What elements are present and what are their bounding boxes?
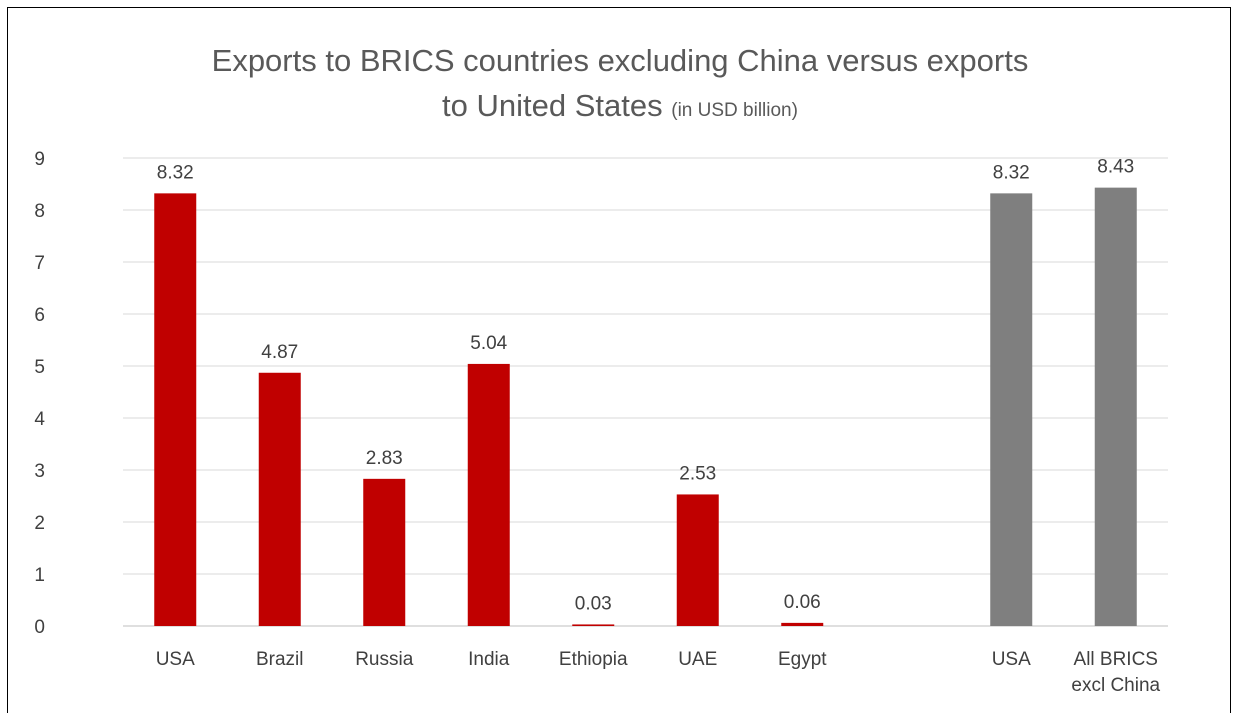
bar xyxy=(781,622,824,626)
data-label: 2.83 xyxy=(366,448,403,469)
data-label: 2.53 xyxy=(679,463,716,484)
y-tick-label: 8 xyxy=(34,201,45,222)
x-axis: USA Brazil Russia India Ethiopia UAE Egypt USA A… xyxy=(156,649,1161,696)
data-label: 8.43 xyxy=(1097,157,1134,178)
bar xyxy=(363,478,406,626)
y-tick-label: 2 xyxy=(34,513,45,534)
bar xyxy=(1094,187,1137,626)
x-tick-label: excl China xyxy=(1071,675,1160,696)
y-tick-label: 5 xyxy=(34,357,45,378)
data-label: 0.06 xyxy=(784,592,821,613)
x-tick-label: UAE xyxy=(678,649,717,670)
y-tick-label: 6 xyxy=(34,305,45,326)
x-tick-label: Brazil xyxy=(256,649,304,670)
data-label: 8.32 xyxy=(157,162,194,183)
bar xyxy=(676,494,719,626)
y-tick-label: 3 xyxy=(34,461,45,482)
chart-title-line1: Exports to BRICS countries excluding Chi… xyxy=(211,43,1029,78)
y-tick-label: 4 xyxy=(34,409,45,430)
bar xyxy=(990,193,1033,627)
value-labels: 8.32 4.87 2.83 5.04 0.03 2.53 0.06 8.32 8.43 xyxy=(157,157,1134,615)
data-label: 0.03 xyxy=(575,593,612,614)
x-tick-label: All BRICS xyxy=(1074,649,1158,670)
data-label: 4.87 xyxy=(261,342,298,363)
chart-title: Exports to BRICS countries excluding Chi… xyxy=(0,38,1240,133)
y-tick-label: 0 xyxy=(34,617,45,638)
y-tick-label: 9 xyxy=(34,149,45,170)
y-tick-label: 1 xyxy=(34,565,45,586)
x-tick-label: Egypt xyxy=(778,649,827,670)
bar xyxy=(467,363,510,626)
chart-title-main: to United States xyxy=(442,88,663,123)
x-tick-label: India xyxy=(468,649,510,670)
data-label: 5.04 xyxy=(470,333,507,354)
bar xyxy=(154,193,197,627)
chart-title-line2: to United States (in USD billion) xyxy=(0,83,1240,133)
bars xyxy=(154,187,1137,627)
y-axis: 0 1 2 3 4 5 6 7 8 9 xyxy=(34,149,45,638)
x-tick-label: Ethiopia xyxy=(559,649,628,670)
chart-title-unit: (in USD billion) xyxy=(671,100,798,121)
data-label: 8.32 xyxy=(993,162,1030,183)
x-tick-label: USA xyxy=(156,649,195,670)
bar xyxy=(258,372,301,626)
y-tick-label: 7 xyxy=(34,253,45,274)
bar xyxy=(572,624,615,626)
x-tick-label: Russia xyxy=(355,649,414,670)
x-tick-label: USA xyxy=(992,649,1031,670)
